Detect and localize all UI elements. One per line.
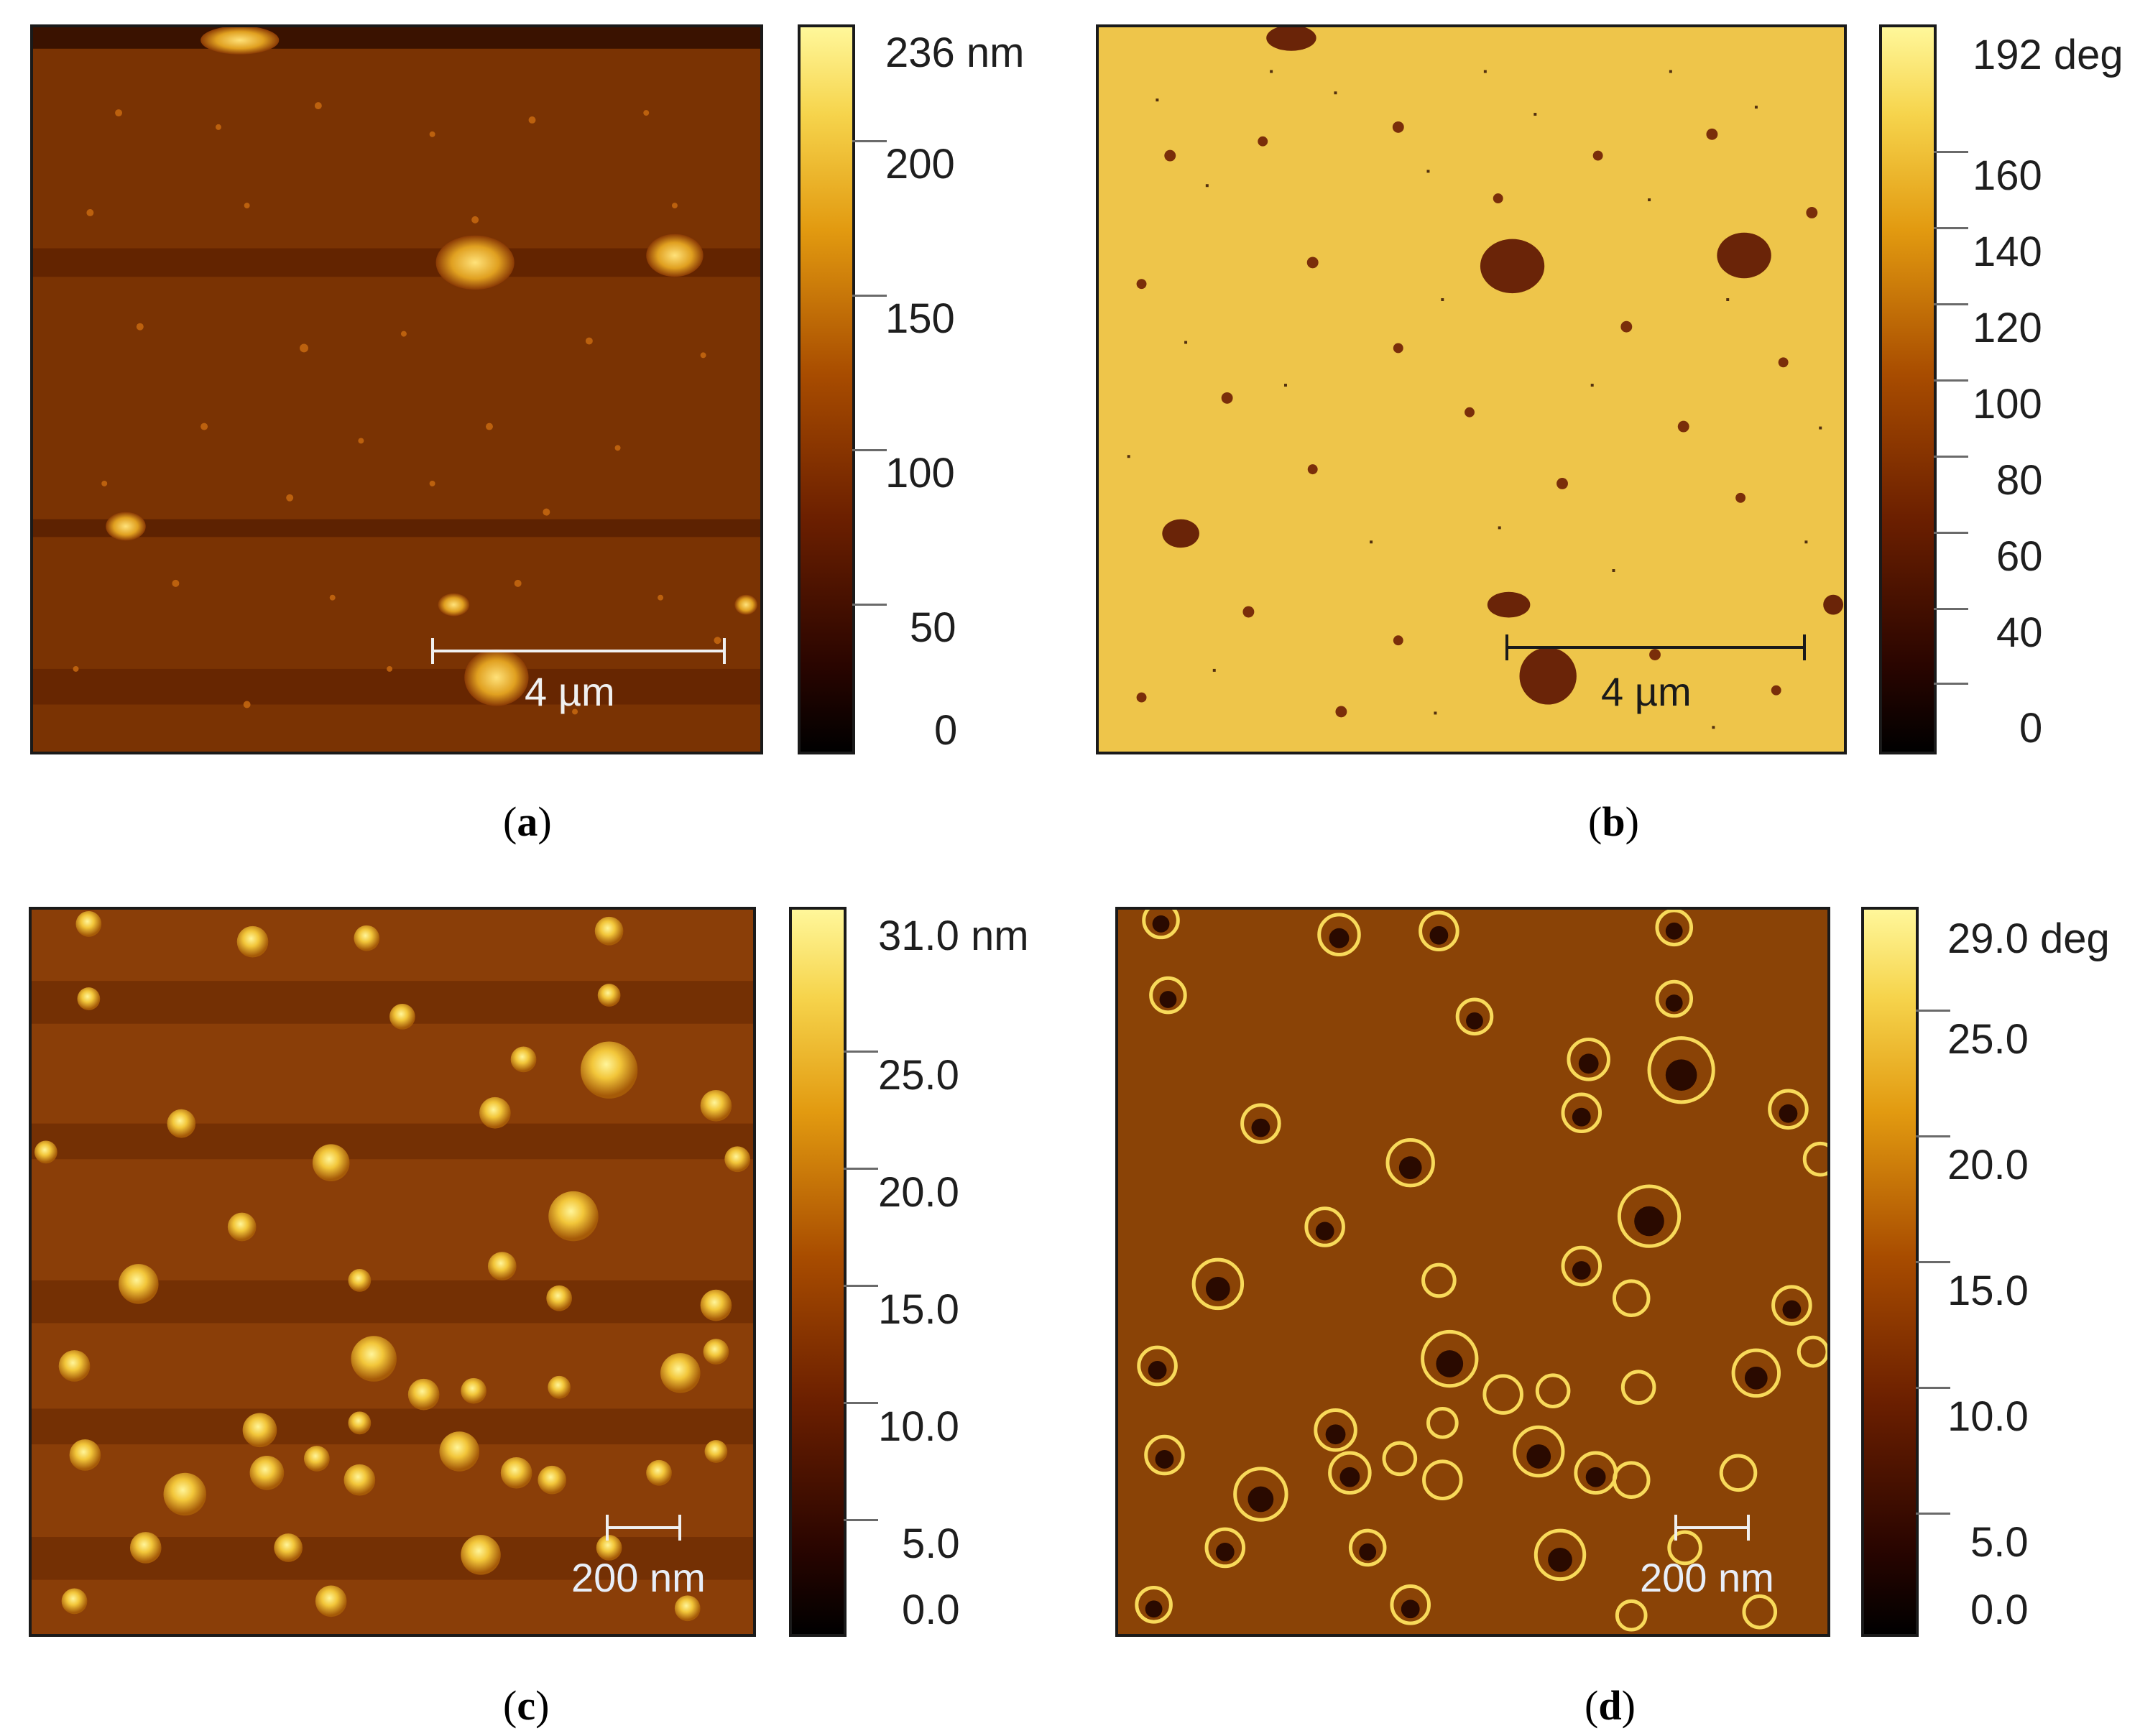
colorbar-tick <box>1916 1513 1950 1515</box>
colorbar-label-min: 0 <box>934 707 958 754</box>
colorbar-label: 25.0 <box>878 1052 959 1099</box>
colorbar-label: 140 <box>1973 228 2042 275</box>
colorbar-tick <box>844 1519 878 1521</box>
colorbar-label: 20.0 <box>1947 1142 2029 1188</box>
colorbar-tick <box>852 140 887 142</box>
colorbar-label-min: 0.0 <box>1970 1587 2029 1633</box>
colorbar-tick <box>1916 1010 1950 1012</box>
colorbar-tick <box>844 1402 878 1404</box>
colorbar-tick <box>844 1051 878 1053</box>
colorbar-label: 50 <box>910 604 956 651</box>
colorbar-tick <box>852 295 887 297</box>
colorbar-tick <box>1934 456 1968 458</box>
colorbar-label-max: 192 deg <box>1973 32 2123 78</box>
caption-c: (c) <box>503 1682 550 1729</box>
colorbar-tick <box>1934 303 1968 305</box>
colorbar-label: 100 <box>1973 381 2042 428</box>
colorbar-d <box>1861 907 1919 1637</box>
colorbar-label-max: 236 nm <box>885 29 1025 76</box>
topography-image-a <box>30 24 763 754</box>
scale-bar-b <box>1505 634 1806 660</box>
scale-bar-c <box>606 1515 681 1541</box>
colorbar-label-max: 31.0 nm <box>878 913 1029 959</box>
colorbar-tick <box>852 604 887 606</box>
topography-image-c <box>29 907 756 1637</box>
colorbar-tick <box>1934 683 1968 685</box>
colorbar-tick <box>844 1168 878 1170</box>
phase-image-d <box>1115 907 1830 1637</box>
topography-features-a <box>33 27 760 715</box>
colorbar-tick <box>1934 608 1968 610</box>
colorbar-label-max: 29.0 deg <box>1947 915 2110 962</box>
colorbar-c <box>789 907 847 1637</box>
scale-label-b: 4 µm <box>1601 669 1692 714</box>
colorbar-label: 80 <box>1996 457 2043 504</box>
colorbar-tick <box>1916 1261 1950 1263</box>
colorbar-tick <box>844 1285 878 1287</box>
phase-features-b <box>1127 27 1844 729</box>
colorbar-label: 150 <box>885 295 955 342</box>
colorbar-label: 160 <box>1973 152 2042 199</box>
colorbar-label: 5.0 <box>1970 1519 2029 1566</box>
colorbar-tick <box>1934 227 1968 229</box>
colorbar-tick <box>1934 532 1968 534</box>
colorbar-label: 20.0 <box>878 1169 959 1216</box>
colorbar-tick <box>1916 1387 1950 1389</box>
colorbar-b <box>1879 24 1937 754</box>
phase-image-b <box>1096 24 1847 754</box>
colorbar-a <box>798 24 855 754</box>
colorbar-tick <box>852 449 887 451</box>
scale-bar-a <box>431 638 726 664</box>
colorbar-tick <box>1934 151 1968 153</box>
colorbar-label: 100 <box>885 450 955 497</box>
caption-d: (d) <box>1585 1682 1636 1729</box>
colorbar-label: 15.0 <box>878 1286 959 1333</box>
phase-features-d <box>1135 910 1827 1632</box>
colorbar-label: 10.0 <box>878 1403 959 1450</box>
colorbar-label-min: 0 <box>2019 705 2043 752</box>
colorbar-label: 120 <box>1973 305 2042 351</box>
caption-a: (a) <box>503 798 552 845</box>
topography-features-c <box>32 910 753 1622</box>
scale-label-a: 4 µm <box>525 669 615 714</box>
scale-label-d: 200 nm <box>1640 1555 1774 1600</box>
colorbar-label: 40 <box>1996 609 2043 656</box>
colorbar-tick <box>1916 1135 1950 1137</box>
colorbar-label: 10.0 <box>1947 1393 2029 1440</box>
colorbar-label: 5.0 <box>902 1520 960 1567</box>
colorbar-tick <box>1934 379 1968 382</box>
scale-label-c: 200 nm <box>571 1555 706 1600</box>
caption-b: (b) <box>1588 798 1639 845</box>
colorbar-label: 15.0 <box>1947 1268 2029 1314</box>
scale-bar-d <box>1674 1515 1750 1541</box>
colorbar-label: 25.0 <box>1947 1016 2029 1063</box>
colorbar-label: 60 <box>1996 533 2043 580</box>
colorbar-label: 200 <box>885 141 955 188</box>
colorbar-label-min: 0.0 <box>902 1587 960 1633</box>
